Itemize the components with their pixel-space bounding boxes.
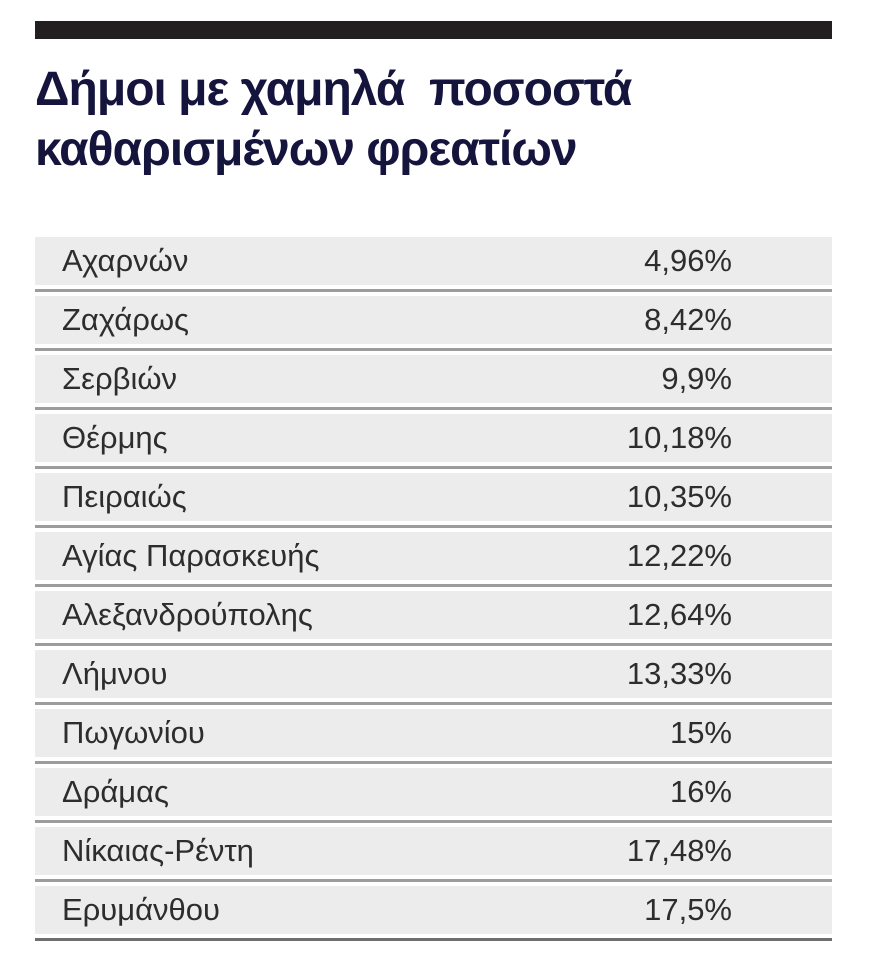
table-row-unit: Ερυμάνθου 17,5%: [35, 886, 832, 934]
row-separator: [35, 403, 832, 414]
table-row: Πειραιώς 10,35%: [35, 473, 832, 521]
table-row: Ζαχάρως 8,42%: [35, 296, 832, 344]
municipality-label: Δράμας: [62, 774, 169, 809]
municipality-label: Σερβιών: [62, 361, 178, 396]
row-separator-line: [35, 879, 832, 882]
table-row-unit: Λήμνου 13,33%: [35, 650, 832, 709]
row-separator: [35, 698, 832, 709]
row-separator: [35, 757, 832, 768]
table-row: Δράμας 16%: [35, 768, 832, 816]
row-separator: [35, 462, 832, 473]
municipality-label: Αχαρνών: [62, 243, 189, 278]
table-row: Αλεξανδρούπολης 12,64%: [35, 591, 832, 639]
row-separator: [35, 816, 832, 827]
percentage-value: 9,9%: [661, 361, 732, 396]
table-row-unit: Αλεξανδρούπολης 12,64%: [35, 591, 832, 650]
table-bottom-line: [35, 938, 832, 941]
municipality-table: Αχαρνών 4,96% Ζαχάρως 8,42% Σερβιών 9,9%…: [35, 237, 832, 941]
municipality-label: Αλεξανδρούπολης: [62, 597, 313, 632]
percentage-value: 10,18%: [626, 420, 732, 455]
row-separator-line: [35, 820, 832, 823]
table-row-unit: Αχαρνών 4,96%: [35, 237, 832, 296]
row-separator-line: [35, 466, 832, 469]
percentage-value: 17,48%: [626, 833, 732, 868]
table-row-unit: Θέρμης 10,18%: [35, 414, 832, 473]
row-separator: [35, 285, 832, 296]
percentage-value: 12,22%: [626, 538, 732, 573]
percentage-value: 12,64%: [626, 597, 732, 632]
percentage-value: 16%: [669, 774, 732, 809]
percentage-value: 17,5%: [644, 892, 732, 927]
municipality-label: Ερυμάνθου: [62, 892, 220, 927]
table-row: Αγίας Παρασκευής 12,22%: [35, 532, 832, 580]
percentage-value: 10,35%: [626, 479, 732, 514]
row-separator-line: [35, 702, 832, 705]
table-row: Αχαρνών 4,96%: [35, 237, 832, 285]
municipality-label: Λήμνου: [62, 656, 168, 691]
row-separator-line: [35, 407, 832, 410]
municipality-label: Νίκαιας-Ρέντη: [62, 833, 254, 868]
table-row-unit: Σερβιών 9,9%: [35, 355, 832, 414]
municipality-label: Πωγωνίου: [62, 715, 205, 750]
table-rows: Αχαρνών 4,96% Ζαχάρως 8,42% Σερβιών 9,9%…: [35, 237, 832, 934]
municipality-label: Αγίας Παρασκευής: [62, 538, 320, 573]
percentage-value: 8,42%: [644, 302, 732, 337]
table-row: Νίκαιας-Ρέντη 17,48%: [35, 827, 832, 875]
percentage-value: 15%: [669, 715, 732, 750]
table-row: Πωγωνίου 15%: [35, 709, 832, 757]
row-separator-line: [35, 584, 832, 587]
row-separator-line: [35, 289, 832, 292]
row-separator: [35, 580, 832, 591]
row-separator-line: [35, 761, 832, 764]
table-row: Σερβιών 9,9%: [35, 355, 832, 403]
table-row-unit: Δράμας 16%: [35, 768, 832, 827]
table-row-unit: Πωγωνίου 15%: [35, 709, 832, 768]
top-accent-bar: [35, 21, 832, 39]
row-separator: [35, 639, 832, 650]
municipality-label: Θέρμης: [62, 420, 168, 455]
page-title: Δήμοι με χαμηλά ποσοστά καθαρισμένων φρε…: [35, 63, 632, 176]
row-separator: [35, 875, 832, 886]
percentage-value: 13,33%: [626, 656, 732, 691]
row-separator: [35, 521, 832, 532]
table-row: Θέρμης 10,18%: [35, 414, 832, 462]
table-row: Λήμνου 13,33%: [35, 650, 832, 698]
row-separator-line: [35, 525, 832, 528]
row-separator-line: [35, 348, 832, 351]
row-separator-line: [35, 643, 832, 646]
table-row: Ερυμάνθου 17,5%: [35, 886, 832, 934]
table-row-unit: Αγίας Παρασκευής 12,22%: [35, 532, 832, 591]
table-row-unit: Πειραιώς 10,35%: [35, 473, 832, 532]
municipality-label: Πειραιώς: [62, 479, 187, 514]
table-row-unit: Ζαχάρως 8,42%: [35, 296, 832, 355]
municipality-label: Ζαχάρως: [62, 302, 189, 337]
table-row-unit: Νίκαιας-Ρέντη 17,48%: [35, 827, 832, 886]
row-separator: [35, 344, 832, 355]
percentage-value: 4,96%: [644, 243, 732, 278]
